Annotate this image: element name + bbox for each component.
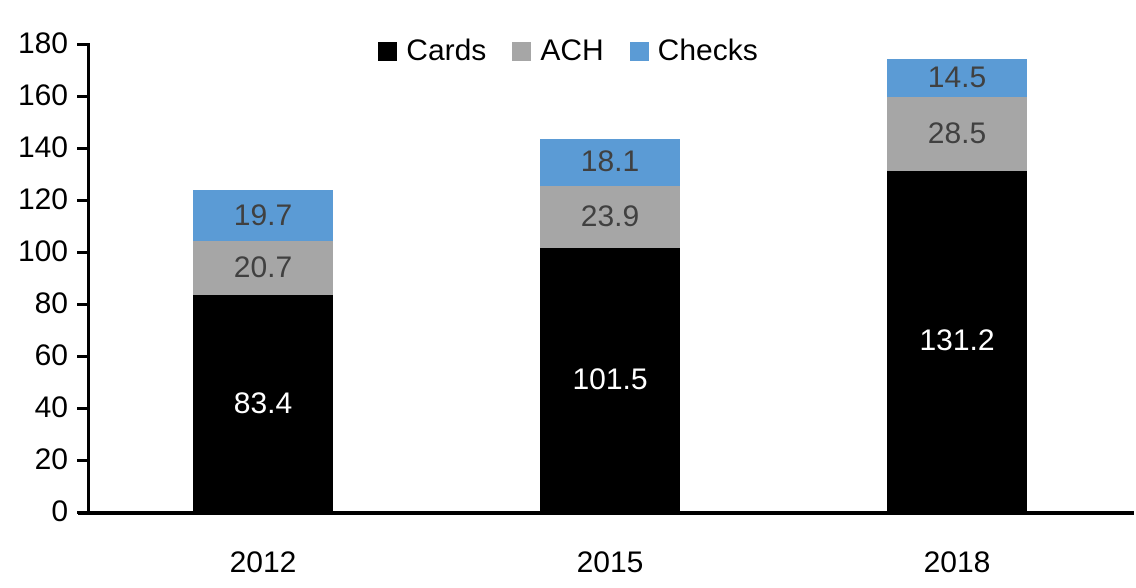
y-axis-tick-label: 0 (51, 495, 68, 528)
bar-value-label: 14.5 (927, 60, 987, 94)
bar-segment-cards-2018: 131.2 (887, 170, 1027, 512)
y-axis-tick (77, 198, 88, 202)
y-axis-tick (77, 42, 88, 46)
x-axis-label: 2015 (576, 546, 644, 579)
bar-segment-cards-2015: 101.5 (540, 248, 680, 512)
bar-segment-cards-2012: 83.4 (193, 295, 333, 512)
y-axis-tick-label: 40 (34, 391, 68, 424)
bar-value-label: 19.7 (233, 198, 293, 232)
bar-value-label: 23.9 (580, 200, 640, 234)
bar-segment-checks-2018: 14.5 (887, 59, 1027, 97)
legend-item-checks: Checks (629, 34, 758, 67)
bar-segment-checks-2015: 18.1 (540, 138, 680, 186)
bar-value-label: 131.2 (919, 324, 995, 358)
y-axis-tick (77, 354, 88, 358)
y-axis-tick (77, 302, 88, 306)
y-axis-tick (77, 146, 88, 150)
y-axis-tick-label: 100 (17, 235, 68, 268)
legend-label: Checks (657, 34, 758, 67)
bar-segment-ach-2015: 23.9 (540, 185, 680, 249)
x-axis-line (78, 511, 1134, 515)
bar-value-label: 28.5 (927, 116, 987, 150)
y-axis-tick (77, 406, 88, 410)
y-axis-tick-label: 140 (17, 131, 68, 164)
y-axis-tick-label: 80 (34, 287, 68, 320)
y-axis-tick-label: 120 (17, 183, 68, 216)
y-axis-tick-label: 180 (17, 27, 68, 60)
legend-item-ach: ACH (512, 34, 604, 67)
legend-label: ACH (540, 34, 604, 67)
legend-swatch (512, 41, 532, 61)
bar-segment-ach-2012: 20.7 (193, 241, 333, 296)
y-axis-tick (77, 458, 88, 462)
y-axis-tick (77, 510, 88, 514)
bar-segment-checks-2012: 19.7 (193, 190, 333, 242)
legend-swatch (378, 41, 398, 61)
legend-label: Cards (406, 34, 487, 67)
x-axis-label: 2012 (229, 546, 297, 579)
y-axis-tick (77, 250, 88, 254)
y-axis-tick-label: 60 (34, 339, 68, 372)
bar-value-label: 101.5 (572, 363, 648, 397)
bar-value-label: 20.7 (233, 251, 293, 285)
bar-value-label: 18.1 (580, 145, 640, 179)
chart-legend: Cards ACH Checks (0, 34, 1136, 68)
legend-item-cards: Cards (378, 36, 486, 66)
y-axis-tick-label: 20 (34, 443, 68, 476)
bar-segment-ach-2018: 28.5 (887, 96, 1027, 171)
legend-swatch (629, 41, 649, 61)
x-axis-label: 2018 (923, 546, 991, 579)
y-axis-line (87, 43, 90, 515)
y-axis-tick-label: 160 (17, 79, 68, 112)
bar-value-label: 83.4 (233, 386, 293, 420)
y-axis-tick (77, 94, 88, 98)
